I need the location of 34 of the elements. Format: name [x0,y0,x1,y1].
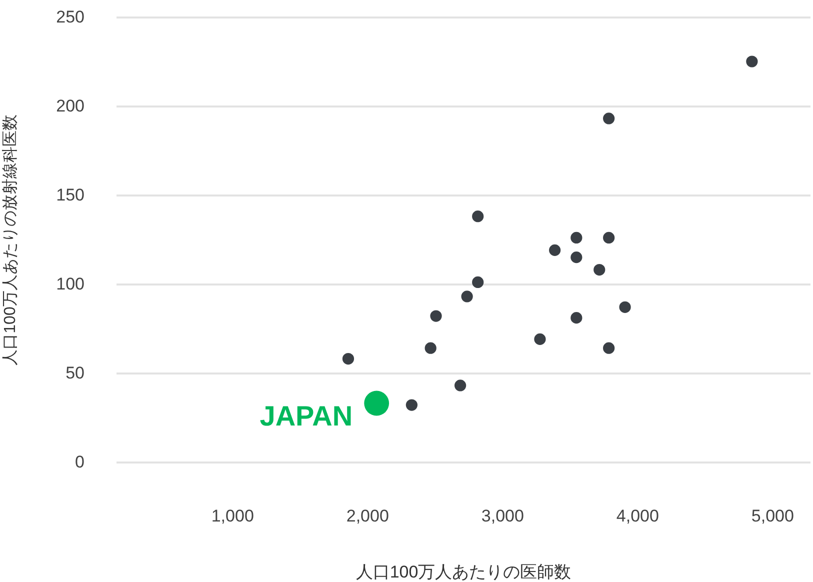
point [342,352,354,365]
point [461,290,473,302]
y-tick-label: 200 [56,96,84,116]
x-tick-label: 3,000 [481,506,524,526]
point [472,276,484,288]
x-tick-label: 4,000 [616,506,659,526]
x-axis-title: 人口100万人あたりの医師数 [356,562,572,582]
y-tick-label: 100 [56,274,84,294]
point [570,312,582,324]
point [424,342,436,354]
x-tick-label: 2,000 [346,506,389,526]
y-tick-label: 50 [66,364,84,382]
point [549,244,561,256]
point [603,112,615,124]
point [364,390,390,416]
series-label: JAPAN [260,400,353,432]
point [454,380,466,392]
point [594,264,606,276]
point [570,232,582,244]
y-tick-label: 150 [56,186,84,204]
point [570,252,582,264]
x-tick-label: 1,000 [211,506,254,526]
y-tick-label: 250 [56,8,84,26]
y-tick-label: 0 [75,452,84,472]
y-axis-title: 人口100万人あたりの放射線科医数 [1,114,20,366]
point [746,56,758,68]
point [534,333,546,345]
point [603,232,615,244]
point [472,210,484,222]
x-tick-label: 5,000 [751,506,794,526]
point [603,342,615,354]
point [619,301,631,313]
point [406,399,418,411]
point [430,310,442,322]
